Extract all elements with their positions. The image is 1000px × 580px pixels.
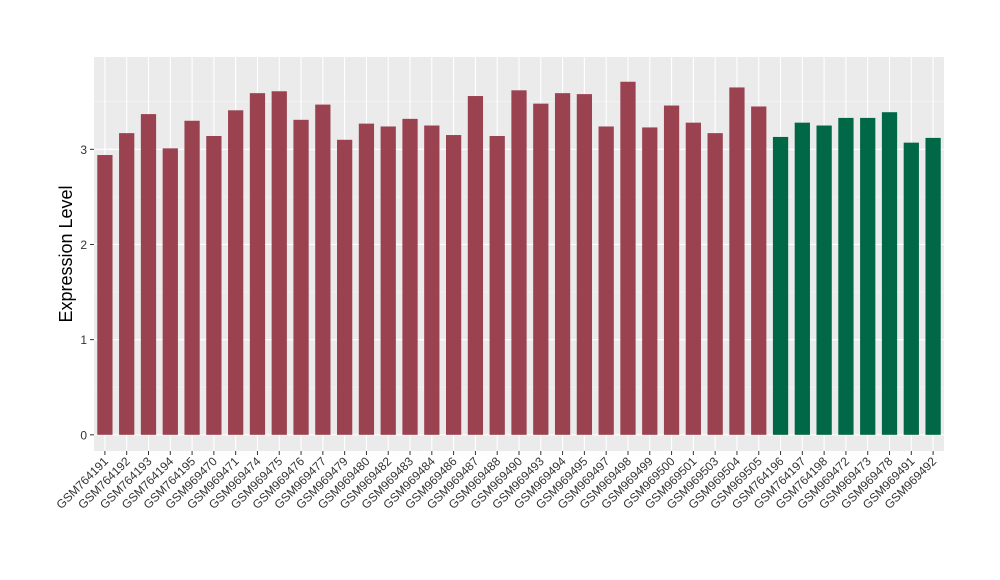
y-axis: 0 1 2 3 [80,143,94,442]
bar [489,135,505,435]
x-axis: GSM764191GSM764192GSM764193GSM764194GSM7… [53,451,939,512]
bar [184,120,200,435]
bar [816,125,832,435]
bar [402,118,418,435]
bar [162,148,178,435]
bars [97,81,941,435]
bar [772,136,789,435]
bar [380,126,396,435]
bar [554,93,571,435]
bar [903,142,919,435]
bar [685,122,701,435]
bar [860,117,876,435]
bar [729,87,745,435]
bar [467,96,484,435]
bar [271,91,287,435]
bar [228,110,244,435]
y-tick-label: 1 [80,333,87,347]
bar [707,133,723,435]
bar [598,126,614,435]
bar [293,119,309,435]
bar [358,123,375,435]
bar [751,106,767,435]
bar [249,93,266,435]
bar [620,81,636,435]
y-axis-title: Expression Level [56,185,76,322]
y-tick-label: 0 [80,428,87,442]
bar [445,135,462,435]
bar [838,117,854,435]
bar [424,125,440,435]
y-tick-label: 2 [80,238,87,252]
bar [576,94,593,435]
bar [881,112,898,435]
bar [642,127,658,435]
bar [337,139,353,435]
bar [925,137,941,435]
bar [315,104,331,435]
bar [206,135,222,435]
bar [533,103,549,435]
bar [794,122,810,435]
bar [663,105,680,435]
bar [511,90,527,435]
bar [140,114,157,435]
bar [119,133,135,435]
bar [97,155,113,435]
y-tick-label: 3 [80,143,87,157]
